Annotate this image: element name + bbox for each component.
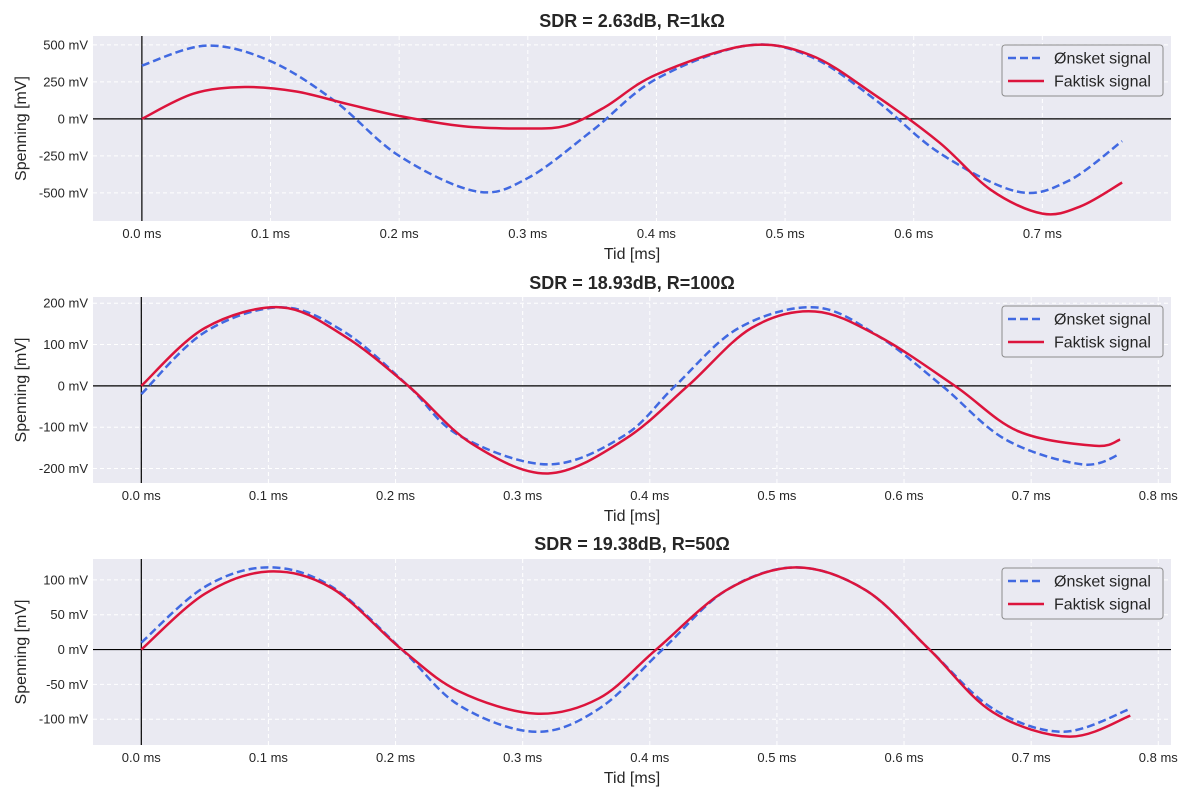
plot-area xyxy=(93,297,1171,483)
y-tick-label: 100 mV xyxy=(43,572,88,587)
legend: Ønsket signal Faktisk signal xyxy=(1001,567,1164,620)
y-tick-label: 200 mV xyxy=(43,296,88,311)
series-line-onsket-signal xyxy=(140,305,1121,466)
y-tick-label: 0 mV xyxy=(58,378,89,393)
legend-box xyxy=(1001,567,1164,620)
y-tick-label: 500 mV xyxy=(43,37,88,52)
legend-entry: Ønsket signal xyxy=(1054,312,1151,329)
chart-panel-3: 0.0 ms 0.1 ms 0.2 ms 0.3 ms 0.4 ms 0.5 ms 0.6 … xyxy=(13,534,1178,787)
legend-entry: Ønsket signal xyxy=(1054,574,1151,591)
y-tick-label: -500 mV xyxy=(39,185,88,200)
chart-title: SDR = 18.93dB, R=100Ω xyxy=(529,273,735,293)
y-tick-label: -100 mV xyxy=(39,420,88,435)
x-tick-label: 0.8 ms xyxy=(1139,488,1179,503)
x-tick-label: 0.7 ms xyxy=(1012,488,1052,503)
y-tick-label: 250 mV xyxy=(43,74,88,89)
plot-area xyxy=(93,559,1171,745)
x-tick-label: 0.2 ms xyxy=(380,226,420,241)
x-axis-label: Tid [ms] xyxy=(604,770,660,787)
series-line-faktisk-signal xyxy=(140,566,1131,738)
x-tick-label: 0.0 ms xyxy=(122,488,162,503)
x-tick-label: 0.5 ms xyxy=(766,226,806,241)
y-tick-label: -50 mV xyxy=(46,677,88,692)
x-tick-label: 0.0 ms xyxy=(122,750,162,765)
x-tick-label: 0.3 ms xyxy=(503,750,543,765)
x-tick-label: 0.0 ms xyxy=(122,226,162,241)
y-tick-label: -100 mV xyxy=(39,712,88,727)
y-tick-label: 100 mV xyxy=(43,337,88,352)
chart-title: SDR = 2.63dB, R=1kΩ xyxy=(539,11,725,31)
y-tick-label: -200 mV xyxy=(39,461,88,476)
x-tick-label: 0.4 ms xyxy=(630,488,670,503)
legend: Ønsket signal Faktisk signal xyxy=(1001,44,1164,97)
legend: Ønsket signal Faktisk signal xyxy=(1001,305,1164,358)
x-tick-label: 0.5 ms xyxy=(757,750,797,765)
chart-panel-1: 0.0 ms 0.1 ms 0.2 ms 0.3 ms 0.4 ms 0.5 ms 0.6 … xyxy=(13,11,1171,263)
x-tick-label: 0.7 ms xyxy=(1012,750,1052,765)
x-axis-label: Tid [ms] xyxy=(604,246,660,263)
x-tick-label: 0.2 ms xyxy=(376,750,416,765)
x-tick-label: 0.6 ms xyxy=(885,750,925,765)
x-tick-label: 0.5 ms xyxy=(757,488,797,503)
legend-entry: Faktisk signal xyxy=(1054,74,1151,91)
x-tick-label: 0.6 ms xyxy=(894,226,934,241)
x-tick-label: 0.1 ms xyxy=(249,488,289,503)
legend-entry: Faktisk signal xyxy=(1054,335,1151,352)
legend-entry: Ønsket signal xyxy=(1054,51,1151,68)
x-tick-label: 0.1 ms xyxy=(251,226,291,241)
x-tick-label: 0.3 ms xyxy=(508,226,548,241)
series-line-faktisk-signal xyxy=(141,43,1123,216)
legend-box xyxy=(1001,44,1164,97)
x-tick-label: 0.8 ms xyxy=(1139,750,1179,765)
legend-entry: Faktisk signal xyxy=(1054,597,1151,614)
x-axis-label: Tid [ms] xyxy=(604,508,660,525)
x-tick-label: 0.7 ms xyxy=(1023,226,1063,241)
y-tick-label: 50 mV xyxy=(50,607,88,622)
legend-box xyxy=(1001,305,1164,358)
chart-title: SDR = 19.38dB, R=50Ω xyxy=(534,534,730,554)
x-tick-label: 0.4 ms xyxy=(637,226,677,241)
x-tick-label: 0.6 ms xyxy=(885,488,925,503)
y-tick-label: -250 mV xyxy=(39,148,88,163)
y-tick-label: 0 mV xyxy=(58,642,89,657)
chart-panel-2: 0.0 ms 0.1 ms 0.2 ms 0.3 ms 0.4 ms 0.5 ms 0.6 … xyxy=(13,273,1178,525)
y-axis-label: Spenning [mV] xyxy=(13,338,30,443)
x-tick-label: 0.1 ms xyxy=(249,750,289,765)
y-axis-label: Spenning [mV] xyxy=(13,76,30,181)
y-axis-label: Spenning [mV] xyxy=(13,600,30,705)
series-line-faktisk-signal xyxy=(140,305,1121,475)
x-tick-label: 0.4 ms xyxy=(630,750,670,765)
x-tick-label: 0.3 ms xyxy=(503,488,543,503)
y-tick-label: 0 mV xyxy=(58,111,89,126)
x-tick-label: 0.2 ms xyxy=(376,488,416,503)
